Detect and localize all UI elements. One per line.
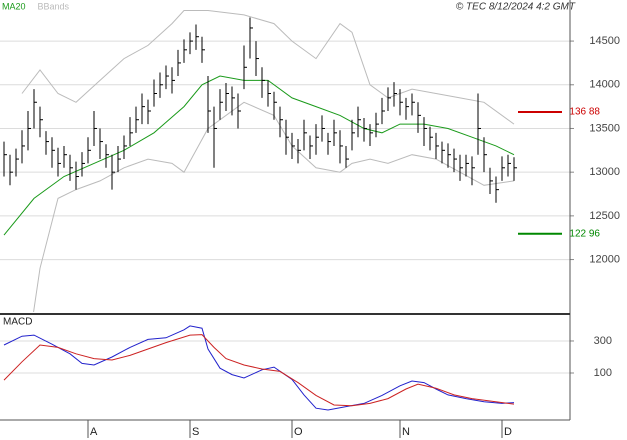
macd-line xyxy=(3,325,515,411)
level-label: 122 96 xyxy=(569,228,600,239)
macd-title: MACD xyxy=(3,317,32,328)
legend-entry: BBands xyxy=(38,1,70,11)
x-tick-label: A xyxy=(90,426,98,438)
y-tick-label: 14500 xyxy=(589,35,620,47)
copyright: © TEC 8/12/2024 4:2 GMT xyxy=(456,2,576,13)
x-tick-label: D xyxy=(504,426,512,438)
y-tick-label: 100 xyxy=(594,367,612,379)
y-tick-label: 300 xyxy=(594,335,612,347)
y-tick-label: 12000 xyxy=(589,253,620,265)
x-tick-label: N xyxy=(402,426,410,438)
x-tick-label: S xyxy=(192,426,199,438)
macd-plot xyxy=(0,325,570,411)
macd-line xyxy=(3,334,515,407)
ma-line xyxy=(3,75,515,236)
level-label: 136 88 xyxy=(569,107,600,118)
main-plot xyxy=(0,10,570,312)
y-tick-label: 13000 xyxy=(589,166,620,178)
x-tick-label: O xyxy=(294,426,303,438)
y-tick-label: 13500 xyxy=(589,122,620,134)
y-tick-label: 12500 xyxy=(589,210,620,222)
y-tick-label: 14000 xyxy=(589,79,620,91)
band-upper xyxy=(21,10,515,125)
legend-entry: MA20 xyxy=(2,1,26,11)
